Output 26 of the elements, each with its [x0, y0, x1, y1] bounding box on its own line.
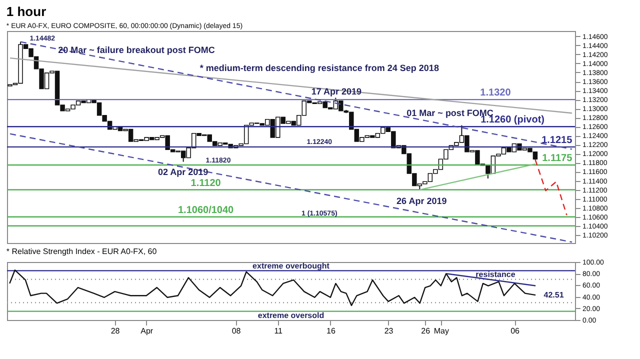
- annotation: 1.1175: [542, 152, 573, 164]
- annotation: extreme overbought: [252, 261, 330, 270]
- chart-title: * Relative Strength Index - EUR A0-FX, 60: [6, 247, 158, 256]
- x-tick-label: 08: [232, 326, 242, 336]
- annotation: resistance: [476, 270, 516, 280]
- x-tick-label: 16: [326, 326, 336, 336]
- x-tick-label: 28: [110, 326, 120, 336]
- annotation: 20 Mar ~ failure breakout post FOMC: [58, 44, 216, 55]
- annotation: 1.1120: [190, 178, 222, 189]
- annotation: 1.1260 (pivot): [480, 114, 544, 126]
- annotation: extreme oversold: [258, 310, 324, 320]
- x-tick-label: 23: [384, 326, 394, 336]
- chart-title: 1 hour: [6, 4, 46, 19]
- x-tick-label: May: [434, 326, 449, 336]
- annotation: 42.51: [544, 290, 564, 300]
- annotation: 26 Apr 2019: [396, 196, 447, 206]
- x-tick-label: Apr: [140, 326, 154, 336]
- annotation: 1.1060/1040: [178, 204, 234, 216]
- annotation: 17 Apr 2019: [311, 86, 362, 96]
- x-tick-label: 11: [274, 326, 284, 336]
- annotation: 1.1320: [480, 88, 512, 99]
- annotation: 1.1215: [542, 134, 573, 146]
- x-tick-label: 26: [421, 326, 431, 336]
- annotation: 02 Apr 2019: [158, 166, 208, 177]
- x-tick-label: 06: [510, 326, 520, 336]
- annotation: * medium-term descending resistance from 24 Sep 2018: [200, 62, 439, 73]
